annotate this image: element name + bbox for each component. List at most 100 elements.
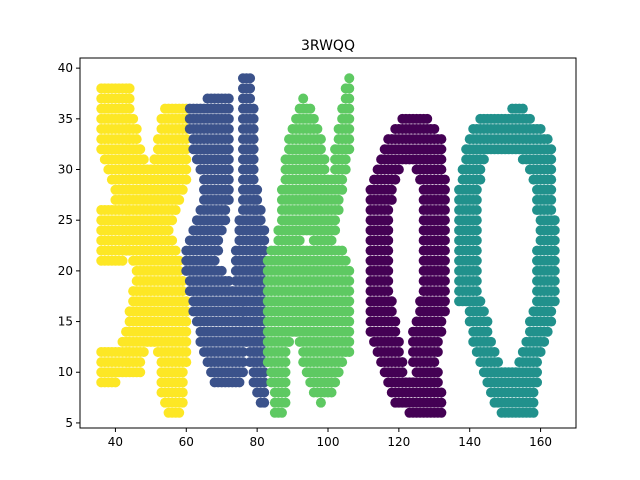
data-point xyxy=(471,265,482,276)
data-point xyxy=(337,245,348,256)
x-tick-label: 40 xyxy=(108,435,123,449)
data-point xyxy=(549,276,560,287)
data-point xyxy=(542,326,553,337)
y-tick-label: 20 xyxy=(58,264,73,278)
data-point xyxy=(135,357,146,368)
data-point xyxy=(174,255,185,266)
data-point xyxy=(181,357,192,368)
data-point xyxy=(248,164,259,175)
data-point xyxy=(471,194,482,205)
data-point xyxy=(493,357,504,368)
data-point xyxy=(397,367,408,378)
data-point xyxy=(383,276,394,287)
data-point xyxy=(177,387,188,398)
data-point xyxy=(174,265,185,276)
data-point xyxy=(163,225,174,236)
data-point xyxy=(393,346,404,357)
data-point xyxy=(546,205,557,216)
data-point xyxy=(181,174,192,185)
data-point xyxy=(259,397,270,408)
series-2 xyxy=(230,73,270,408)
data-point xyxy=(337,174,348,185)
data-point xyxy=(546,194,557,205)
data-point xyxy=(340,154,351,165)
data-point xyxy=(330,225,341,236)
series-5 xyxy=(454,103,560,418)
data-point xyxy=(436,397,447,408)
data-point xyxy=(223,154,234,165)
y-axis: 5 10 15 20 25 30 35 40 xyxy=(58,61,80,430)
data-point xyxy=(255,205,266,216)
data-point xyxy=(471,235,482,246)
x-tick-label: 160 xyxy=(529,435,552,449)
data-point xyxy=(330,377,341,388)
data-point xyxy=(138,154,149,165)
data-point xyxy=(280,387,291,398)
data-point xyxy=(131,134,142,145)
data-point xyxy=(294,235,305,246)
data-point xyxy=(177,276,188,287)
data-point xyxy=(383,265,394,276)
data-point xyxy=(471,225,482,236)
data-point xyxy=(333,367,344,378)
data-point xyxy=(383,245,394,256)
data-point xyxy=(383,215,394,226)
data-point xyxy=(546,164,557,175)
data-point xyxy=(319,164,330,175)
data-point xyxy=(542,134,553,145)
data-point xyxy=(383,235,394,246)
data-point xyxy=(546,306,557,317)
data-point xyxy=(259,245,270,256)
data-point xyxy=(337,357,348,368)
y-tick-label: 30 xyxy=(58,163,73,177)
data-point xyxy=(259,225,270,236)
data-point xyxy=(549,235,560,246)
data-point xyxy=(245,93,256,104)
data-point xyxy=(386,184,397,195)
data-point xyxy=(181,316,192,327)
data-point xyxy=(223,113,234,124)
series-3 xyxy=(262,73,355,418)
x-tick-label: 60 xyxy=(179,435,194,449)
data-point xyxy=(482,326,493,337)
data-point xyxy=(298,93,309,104)
data-point xyxy=(549,265,560,276)
data-point xyxy=(135,367,146,378)
y-tick-label: 10 xyxy=(58,365,73,379)
data-point xyxy=(177,286,188,297)
data-point xyxy=(248,144,259,155)
data-point xyxy=(344,93,355,104)
data-point xyxy=(383,255,394,266)
data-point xyxy=(439,296,450,307)
data-point xyxy=(386,296,397,307)
data-point xyxy=(245,83,256,94)
data-point xyxy=(216,265,227,276)
data-point xyxy=(471,286,482,297)
data-point xyxy=(475,296,486,307)
data-point xyxy=(340,164,351,175)
y-tick-label: 15 xyxy=(58,315,73,329)
data-point xyxy=(439,286,450,297)
x-tick-label: 120 xyxy=(387,435,410,449)
data-point xyxy=(340,255,351,266)
data-point xyxy=(439,225,450,236)
data-point xyxy=(439,205,450,216)
data-point xyxy=(174,407,185,418)
data-point xyxy=(344,326,355,337)
data-point xyxy=(213,235,224,246)
data-point xyxy=(344,316,355,327)
data-point xyxy=(528,397,539,408)
data-point xyxy=(528,407,539,418)
data-point xyxy=(237,367,248,378)
y-tick-label: 40 xyxy=(58,61,73,75)
data-point xyxy=(181,336,192,347)
data-point xyxy=(383,286,394,297)
data-point xyxy=(344,306,355,317)
data-point xyxy=(436,387,447,398)
data-point xyxy=(535,346,546,357)
data-point xyxy=(432,346,443,357)
data-point xyxy=(436,407,447,418)
data-point xyxy=(276,407,287,418)
data-point xyxy=(223,276,234,287)
data-point xyxy=(436,326,447,337)
